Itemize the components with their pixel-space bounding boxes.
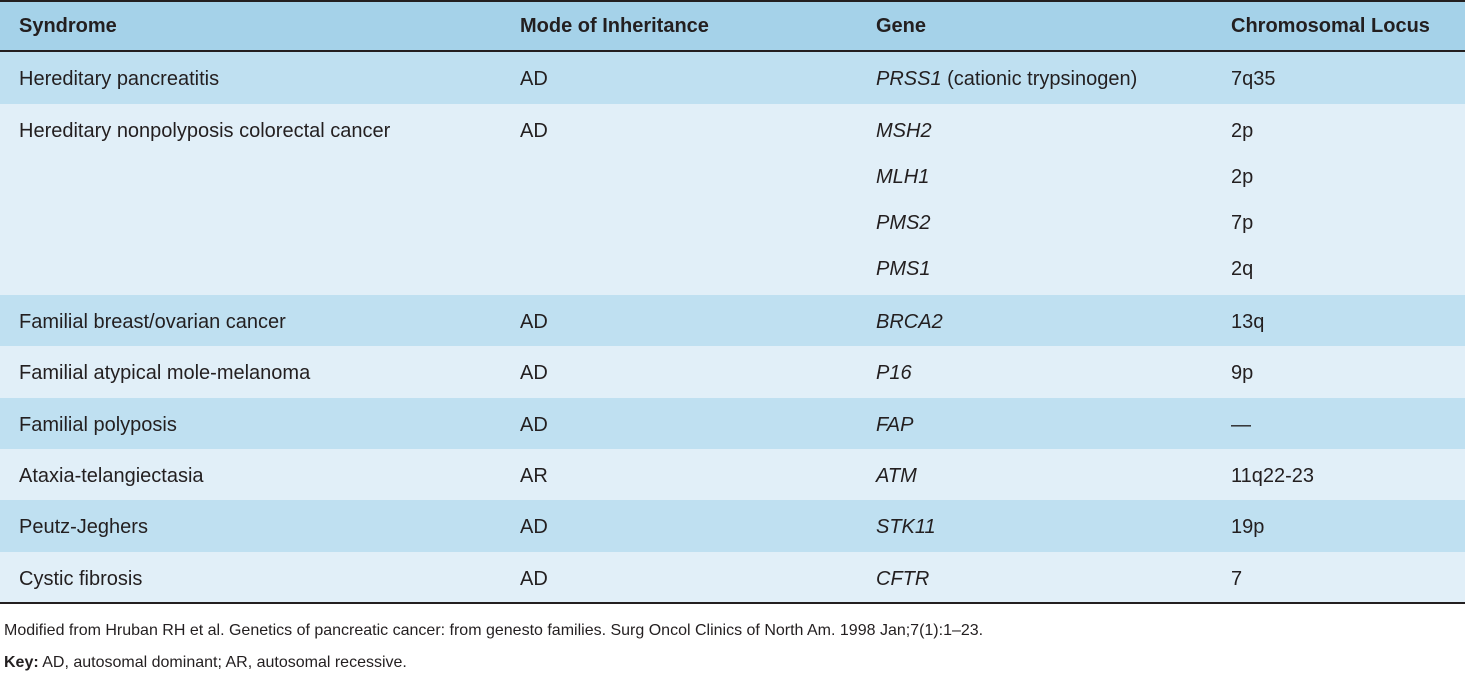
table-row: Cystic fibrosis AD CFTR 7 bbox=[0, 552, 1465, 602]
table-row: Ataxia-telangiectasia AR ATM 11q22-23 bbox=[0, 449, 1465, 500]
gene-cell: PRSS1 (cationic trypsinogen) bbox=[876, 68, 1137, 91]
mode-cell: AR bbox=[520, 465, 548, 487]
table-row: Peutz-Jeghers AD STK11 19p bbox=[0, 500, 1465, 552]
gene-name: PMS1 bbox=[876, 258, 931, 280]
mode-cell: AD bbox=[520, 362, 548, 384]
table-bottom-rule bbox=[0, 602, 1465, 604]
gene-cell: FAP bbox=[876, 414, 913, 437]
gene-name: BRCA2 bbox=[876, 311, 943, 333]
mode-cell: AD bbox=[520, 414, 548, 436]
gene-cell: MLH1 bbox=[876, 166, 929, 189]
key-text: AD, autosomal dominant; AR, autosomal re… bbox=[38, 654, 407, 671]
locus-cell: — bbox=[1231, 414, 1251, 436]
table-row: Hereditary nonpolyposis colorectal cance… bbox=[0, 104, 1465, 295]
gene-name: PRSS1 bbox=[876, 68, 942, 90]
locus-cell: 13q bbox=[1231, 311, 1265, 333]
gene-name: CFTR bbox=[876, 568, 930, 590]
table-top-rule bbox=[0, 0, 1465, 2]
syndrome-cell: Ataxia-telangiectasia bbox=[19, 465, 204, 487]
locus-cell: 11q22-23 bbox=[1231, 465, 1315, 487]
gene-cell: STK11 bbox=[876, 516, 936, 539]
gene-name: MSH2 bbox=[876, 120, 932, 142]
gene-name: MLH1 bbox=[876, 166, 930, 188]
mode-cell: AD bbox=[520, 568, 548, 590]
key-label: Key: bbox=[4, 654, 39, 671]
table-source-note: Modified from Hruban RH et al. Genetics … bbox=[4, 622, 984, 639]
table-row: Familial polyposis AD FAP — bbox=[0, 398, 1465, 449]
gene-name: FAP bbox=[876, 414, 914, 436]
locus-cell: 2p bbox=[1231, 166, 1254, 188]
locus-cell: 2p bbox=[1231, 120, 1254, 142]
header-syndrome: Syndrome bbox=[19, 15, 117, 37]
table-row: Hereditary pancreatitis AD PRSS1 (cationic… bbox=[0, 52, 1465, 104]
syndrome-cell: Familial atypical mole-melanoma bbox=[19, 362, 311, 384]
syndrome-cell: Familial polyposis bbox=[19, 414, 177, 436]
locus-cell: 7q35 bbox=[1231, 68, 1276, 90]
gene-name: STK11 bbox=[876, 516, 936, 538]
locus-cell: 19p bbox=[1231, 516, 1265, 538]
gene-cell: ATM bbox=[876, 465, 917, 488]
gene-description: (cationic trypsinogen) bbox=[941, 68, 1138, 90]
header-locus: Chromosomal Locus bbox=[1231, 15, 1430, 37]
locus-cell: 7 bbox=[1231, 568, 1243, 590]
table-key-note: Key: AD, autosomal dominant; AR, autosom… bbox=[4, 654, 407, 672]
locus-cell: 7p bbox=[1231, 212, 1254, 234]
syndrome-cell: Hereditary pancreatitis bbox=[19, 68, 220, 90]
mode-cell: AD bbox=[520, 120, 548, 142]
table-row: Familial atypical mole-melanoma AD P16 9p bbox=[0, 346, 1465, 398]
table-header-row: Syndrome Mode of Inheritance Gene Chromo… bbox=[0, 2, 1465, 52]
gene-cell: MSH2 bbox=[876, 120, 932, 143]
table-row: Familial breast/ovarian cancer AD BRCA2 13q bbox=[0, 295, 1465, 346]
mode-cell: AD bbox=[520, 516, 548, 538]
mode-cell: AD bbox=[520, 311, 548, 333]
gene-cell: CFTR bbox=[876, 568, 929, 591]
gene-name: P16 bbox=[876, 362, 912, 384]
syndrome-cell: Peutz-Jeghers bbox=[19, 516, 148, 538]
syndrome-cell: Cystic fibrosis bbox=[19, 568, 143, 590]
gene-cell: P16 bbox=[876, 362, 912, 385]
gene-name: ATM bbox=[876, 465, 917, 487]
gene-cell: BRCA2 bbox=[876, 311, 943, 334]
gene-cell: PMS2 bbox=[876, 212, 930, 235]
mode-cell: AD bbox=[520, 68, 548, 90]
gene-name: PMS2 bbox=[876, 212, 931, 234]
header-mode: Mode of Inheritance bbox=[520, 15, 709, 37]
locus-cell: 2q bbox=[1231, 258, 1254, 280]
locus-cell: 9p bbox=[1231, 362, 1254, 384]
syndrome-cell: Hereditary nonpolyposis colorectal cance… bbox=[19, 120, 391, 142]
syndrome-cell: Familial breast/ovarian cancer bbox=[19, 311, 286, 333]
header-gene: Gene bbox=[876, 15, 927, 37]
gene-cell: PMS1 bbox=[876, 258, 930, 281]
